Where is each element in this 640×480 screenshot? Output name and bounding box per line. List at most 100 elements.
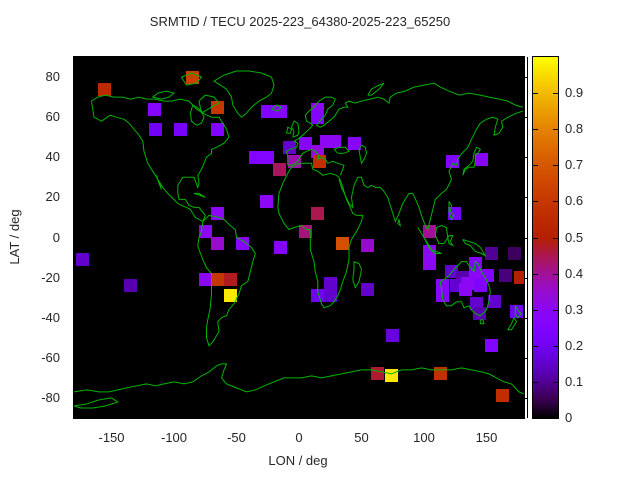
data-cell [273, 241, 287, 255]
data-cell [223, 273, 237, 287]
coastline-path [479, 319, 485, 325]
axis-mirror-tick [524, 397, 527, 399]
data-cell [261, 150, 275, 164]
coastline-path [434, 224, 449, 244]
colorbar-tick [553, 381, 558, 383]
data-cell [173, 122, 187, 136]
data-cell [485, 339, 498, 353]
colorbar-tick [553, 418, 558, 419]
y-tick-label: -20 [41, 269, 60, 285]
y-tick-label: 40 [45, 149, 60, 165]
data-cell [513, 271, 524, 285]
data-cell [76, 253, 90, 267]
x-tick-label: 50 [354, 430, 369, 445]
data-cell [361, 239, 375, 253]
colorbar-tick [553, 165, 558, 167]
data-cell [327, 134, 341, 148]
coastline-path [156, 175, 162, 190]
coastline-path [193, 192, 206, 198]
data-cell [198, 273, 212, 287]
coastline-path [338, 110, 523, 231]
coastline-path [277, 162, 364, 309]
coastline-path [189, 104, 205, 126]
coastline-path [74, 363, 524, 395]
data-cell [211, 273, 225, 287]
x-tick-label: 150 [475, 430, 498, 445]
coastline-path [514, 305, 523, 319]
coastline-path [197, 214, 256, 347]
colorbar-tick-label: 0.4 [565, 265, 584, 281]
x-tick-label: -150 [98, 430, 125, 445]
data-cell [422, 245, 436, 259]
axis-mirror-tick [524, 197, 527, 199]
coastline-path [367, 82, 385, 96]
data-cell [472, 307, 486, 321]
data-cell [282, 140, 296, 154]
data-cell [211, 122, 225, 136]
data-cell [458, 283, 472, 297]
coastline-path [285, 82, 523, 166]
axis-mirror-tick [524, 77, 527, 79]
map-plot-area [73, 56, 525, 419]
data-cell [298, 136, 312, 150]
data-cell [475, 152, 488, 166]
colorbar-tick [533, 129, 538, 131]
colorbar-tick-label: 0.8 [565, 121, 584, 137]
data-cell [487, 295, 501, 309]
colorbar-tick [533, 309, 538, 311]
colorbar-tick [533, 201, 538, 203]
x-tick-label: 0 [295, 430, 303, 445]
colorbar-tick [553, 201, 558, 203]
y-tick-label: 60 [45, 109, 60, 125]
data-cell [236, 237, 250, 251]
colorbar-tick [533, 273, 538, 275]
coastline-path [358, 144, 368, 165]
data-cell [323, 277, 337, 291]
coastline-path [287, 148, 345, 176]
coastline-path [151, 90, 176, 100]
coastline-path [462, 239, 487, 257]
coastline-path [198, 94, 220, 114]
data-cell [211, 237, 225, 251]
data-cell [311, 144, 325, 158]
coastline-path [439, 260, 491, 317]
axis-mirror-tick [524, 237, 527, 239]
coastline-path [448, 201, 455, 221]
coastline-path [462, 146, 482, 176]
coastline-path [74, 397, 119, 409]
coastline-path [286, 126, 293, 134]
colorbar-tick-label: 0.1 [565, 373, 584, 389]
data-cell [481, 269, 495, 283]
coastline-path [397, 219, 402, 227]
data-cell [422, 224, 436, 238]
coastline-path [417, 227, 432, 250]
coastline-path [333, 146, 350, 154]
colorbar-tick [553, 273, 558, 275]
colorbar-tick [553, 93, 558, 95]
coastline-path [180, 72, 203, 86]
y-tick-label: -60 [41, 349, 60, 365]
data-cell [148, 122, 162, 136]
data-cell [485, 247, 498, 261]
data-cell [470, 297, 483, 311]
data-cell [260, 194, 273, 208]
colorbar-tick [553, 237, 558, 239]
colorbar-tick [533, 381, 538, 383]
colorbar-tick [533, 418, 538, 419]
coastline-path [506, 317, 518, 331]
x-tick-label: -100 [160, 430, 188, 445]
data-cell [261, 104, 275, 118]
data-cell [97, 82, 111, 96]
data-cell [223, 289, 237, 303]
coastline-path [429, 249, 442, 254]
coastline-path [213, 70, 275, 118]
data-cell [436, 279, 450, 293]
y-tick-label: 0 [52, 229, 60, 245]
data-cell [507, 247, 521, 261]
axis-mirror-tick [524, 117, 527, 119]
data-cell [361, 283, 375, 297]
axis-mirror-tick [524, 357, 527, 359]
data-cell [298, 224, 312, 238]
y-tick-label: -40 [41, 309, 60, 325]
